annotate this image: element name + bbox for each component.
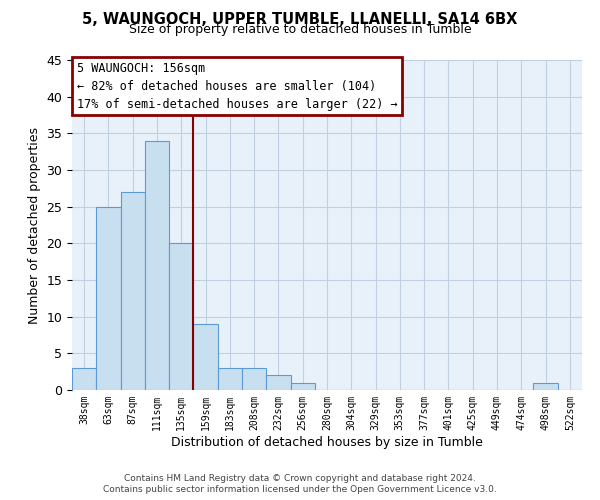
Bar: [266, 376, 290, 390]
Bar: [533, 382, 558, 390]
Text: Size of property relative to detached houses in Tumble: Size of property relative to detached ho…: [128, 22, 472, 36]
Bar: [72, 368, 96, 390]
Bar: [169, 244, 193, 390]
Bar: [193, 324, 218, 390]
Bar: [242, 368, 266, 390]
Y-axis label: Number of detached properties: Number of detached properties: [28, 126, 41, 324]
Text: 5 WAUNGOCH: 156sqm
← 82% of detached houses are smaller (104)
17% of semi-detach: 5 WAUNGOCH: 156sqm ← 82% of detached hou…: [77, 62, 398, 110]
Bar: [290, 382, 315, 390]
Text: Contains HM Land Registry data © Crown copyright and database right 2024.
Contai: Contains HM Land Registry data © Crown c…: [103, 474, 497, 494]
Bar: [96, 206, 121, 390]
Bar: [121, 192, 145, 390]
X-axis label: Distribution of detached houses by size in Tumble: Distribution of detached houses by size …: [171, 436, 483, 448]
Text: 5, WAUNGOCH, UPPER TUMBLE, LLANELLI, SA14 6BX: 5, WAUNGOCH, UPPER TUMBLE, LLANELLI, SA1…: [82, 12, 518, 28]
Bar: [218, 368, 242, 390]
Bar: [145, 140, 169, 390]
